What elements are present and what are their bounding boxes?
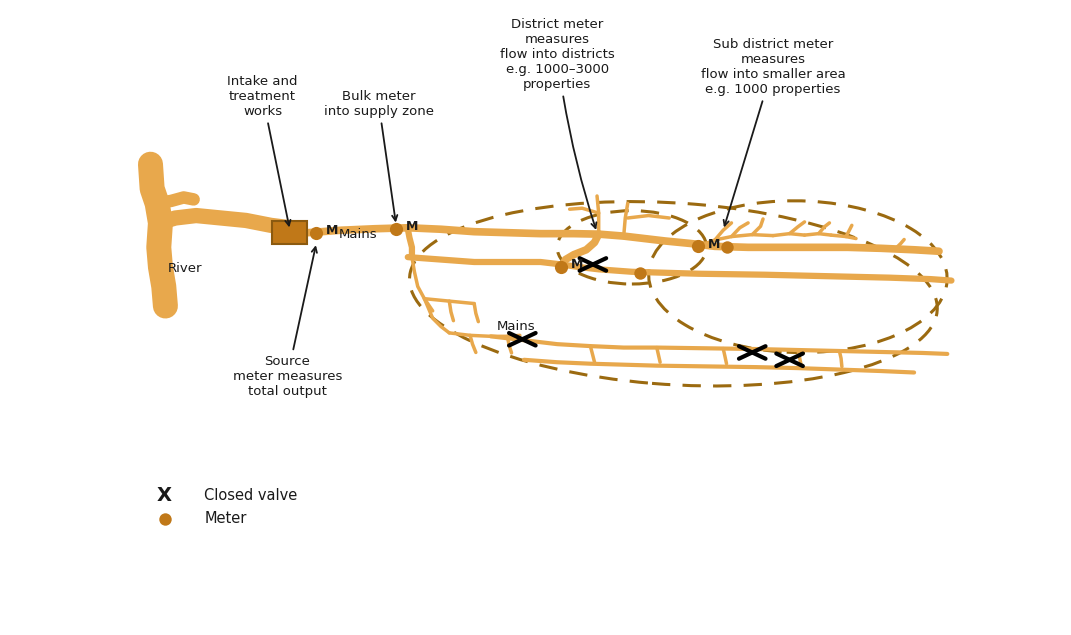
Text: M: M: [406, 220, 419, 233]
Point: [307, 227, 325, 237]
Text: Intake and
treatment
works: Intake and treatment works: [227, 75, 298, 225]
Text: Closed valve: Closed valve: [205, 488, 298, 503]
Point: [553, 262, 570, 272]
Text: M: M: [326, 224, 338, 237]
Text: Source
meter measures
total output: Source meter measures total output: [232, 247, 342, 398]
Text: M: M: [571, 258, 584, 271]
Point: [156, 514, 174, 524]
Point: [388, 224, 405, 234]
Point: [719, 243, 736, 253]
Text: Mains: Mains: [338, 227, 377, 241]
Text: Meter: Meter: [205, 511, 246, 526]
Point: [690, 241, 707, 251]
Text: M: M: [708, 238, 721, 251]
Point: [632, 268, 649, 278]
Text: Sub district meter
measures
flow into smaller area
e.g. 1000 properties: Sub district meter measures flow into sm…: [700, 37, 845, 225]
FancyBboxPatch shape: [272, 221, 307, 244]
Text: Bulk meter
into supply zone: Bulk meter into supply zone: [323, 90, 434, 220]
Text: Mains: Mains: [496, 321, 536, 333]
Text: River: River: [168, 262, 202, 275]
Text: District meter
measures
flow into districts
e.g. 1000–3000
properties: District meter measures flow into distri…: [500, 18, 615, 228]
Text: X: X: [157, 486, 172, 505]
